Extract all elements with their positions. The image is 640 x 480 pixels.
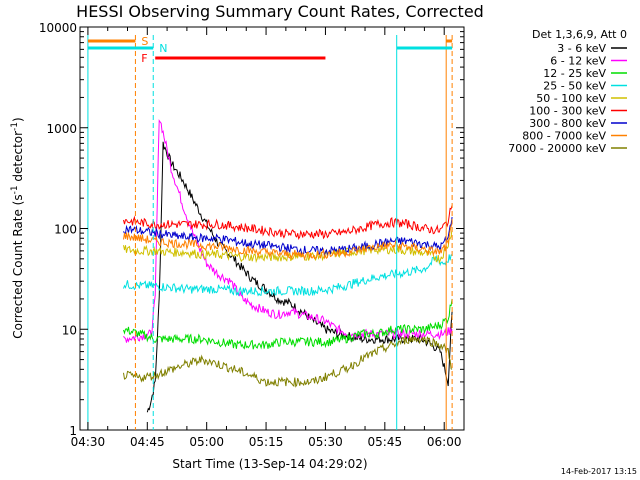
legend-label-25-50-kev: 25 - 50 keV: [543, 80, 606, 93]
x-tick-label-04-45: 04:45: [130, 435, 165, 449]
y-axis-label: Corrected Count Rate (s-1 detector-1): [10, 117, 25, 338]
legend-label-50-100-kev: 50 - 100 keV: [536, 92, 606, 105]
series-line-300-800-kev: [123, 216, 453, 257]
y-tick-label-1000: 1000: [46, 122, 77, 136]
series-line-800-7000-kev: [123, 224, 453, 261]
x-tick-label-06-00: 06:00: [427, 435, 462, 449]
y-axis-label-sup2: -1: [10, 122, 20, 131]
y-tick-label-1: 1: [69, 424, 77, 438]
legend-label-3-6-kev: 3 - 6 keV: [557, 42, 606, 55]
date-stamp: 14-Feb-2017 13:15: [561, 467, 637, 476]
x-axis-label: Start Time (13-Sep-14 04:29:02): [172, 457, 367, 471]
legend-label-300-800-kev: 300 - 800 keV: [529, 117, 606, 130]
y-axis-label-main: Corrected Count Rate (s: [11, 194, 25, 338]
series-line-3-6-kev: [146, 141, 453, 413]
flag-label-s: S: [141, 35, 148, 48]
x-tick-label-04-30: 04:30: [71, 435, 106, 449]
legend-label-12-25-kev: 12 - 25 keV: [543, 67, 606, 80]
chart-title: HESSI Observing Summary Count Rates, Cor…: [76, 2, 484, 21]
legend-label-100-300-kev: 100 - 300 keV: [529, 105, 606, 118]
series-line-7000-20000-kev: [123, 335, 453, 388]
y-axis-label-mid: detector: [11, 131, 25, 186]
flag-label-n: N: [159, 42, 167, 55]
series-line-12-25-kev: [123, 298, 453, 350]
y-axis: 1 10 100 1000 10000: [39, 21, 464, 438]
y-axis-label-end: ): [11, 117, 25, 122]
flags-group: SNF: [87, 35, 453, 430]
x-tick-label-05-00: 05:00: [189, 435, 224, 449]
legend-label-6-12-kev: 6 - 12 keV: [550, 55, 606, 68]
y-tick-label-100: 100: [54, 223, 77, 237]
legend-label-7000-20000-kev: 7000 - 20000 keV: [508, 142, 606, 155]
series-line-25-50-kev: [123, 254, 453, 297]
y-tick-label-10: 10: [62, 323, 77, 337]
x-tick-label-05-15: 05:15: [249, 435, 284, 449]
y-tick-label-10000: 10000: [39, 21, 77, 35]
flag-label-f: F: [141, 52, 147, 65]
series-group: [123, 119, 453, 413]
x-tick-label-05-30: 05:30: [308, 435, 343, 449]
legend-label-800-7000-kev: 800 - 7000 keV: [522, 130, 606, 143]
series-line-100-300-kev: [123, 205, 453, 240]
legend-header: Det 1,3,6,9, Att 0: [532, 28, 627, 41]
y-axis-label-sup1: -1: [10, 185, 20, 194]
plot-frame: [79, 26, 465, 431]
x-tick-label-05-45: 05:45: [368, 435, 403, 449]
x-axis: 04:30 04:45 05:00 05:15 05:30 05:45 06:00: [71, 27, 462, 449]
